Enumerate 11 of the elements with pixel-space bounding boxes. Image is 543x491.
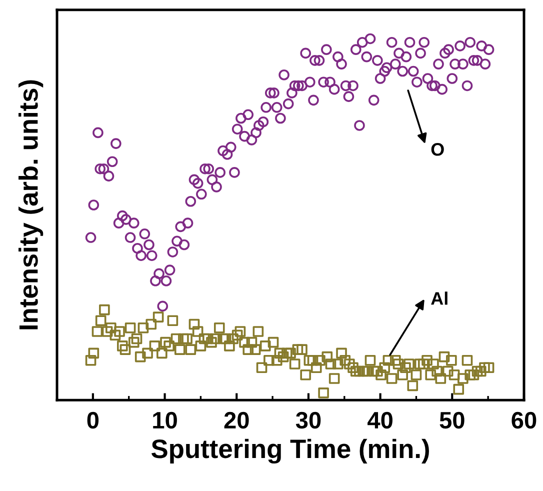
x-tick-label: 60: [512, 412, 536, 429]
x-tick-label: 10: [153, 412, 177, 429]
x-tick-label: 50: [440, 412, 464, 429]
text: O: [431, 143, 444, 156]
x-tick-label: 40: [368, 412, 392, 429]
x-tick-label: 0: [87, 412, 99, 429]
y-axis-title: Intensity (arb. units): [18, 80, 44, 330]
x-axis-title: Sputtering Time (min.): [151, 438, 429, 464]
x-tick-label: 30: [296, 412, 321, 429]
text: Al: [431, 292, 448, 305]
x-tick-label: 20: [224, 412, 249, 429]
